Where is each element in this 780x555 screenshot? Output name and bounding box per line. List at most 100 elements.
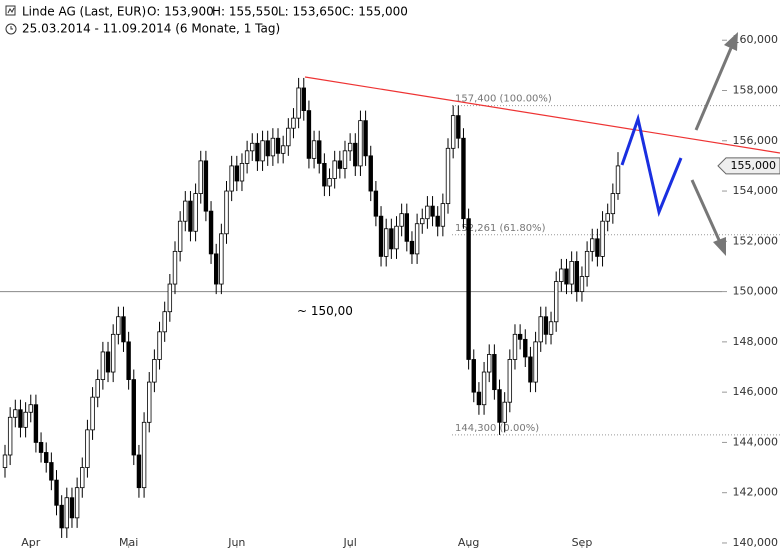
clock-icon (10, 26, 13, 30)
candle-body (373, 190, 379, 217)
chart-icon (5, 5, 16, 16)
candle-body (116, 316, 121, 335)
candle-body (136, 454, 142, 489)
candle-body (523, 338, 528, 358)
x-tick-label: Jun (227, 536, 245, 549)
candle-body (49, 462, 54, 481)
candle-body (615, 165, 621, 194)
candle-body (445, 147, 451, 205)
trend-line (304, 76, 780, 154)
y-tick-label: 146,000 (733, 385, 779, 398)
candle-body (420, 218, 425, 225)
candle-body (574, 261, 579, 292)
candle-body (286, 127, 291, 147)
candle-body (394, 225, 399, 250)
x-tick-label: Apr (21, 536, 41, 549)
candle-body (28, 404, 33, 413)
x-tick-label: Sep (572, 536, 593, 549)
candle-body (337, 160, 343, 169)
candle-body (548, 321, 554, 335)
candle-body (250, 142, 255, 152)
candle-body (595, 238, 600, 257)
candle-body (502, 401, 507, 423)
candle-body (224, 190, 229, 235)
candle-body (476, 391, 482, 406)
candle-body (435, 215, 440, 227)
candle-body (296, 87, 301, 119)
candle-body (234, 165, 240, 182)
candle-body (193, 193, 198, 232)
candle-body (368, 155, 373, 192)
candle-body (172, 250, 178, 285)
candle-body (275, 137, 281, 154)
candle-body (64, 497, 70, 529)
candle-body (244, 150, 250, 164)
candle-body (54, 479, 59, 506)
candle-body (157, 331, 162, 360)
candle-body (553, 281, 559, 323)
candle-body (80, 467, 85, 489)
candle-body (600, 220, 605, 257)
candle-body (188, 200, 193, 232)
candle-body (214, 253, 219, 285)
candle-body (183, 200, 188, 222)
candle-body (110, 333, 116, 373)
arrows (690, 32, 738, 256)
candle-body (399, 213, 404, 227)
candle-body (255, 142, 260, 162)
candle-body (430, 205, 435, 217)
quote-low: L: 153,650 (278, 5, 342, 19)
candle-body (353, 142, 358, 167)
candle-body (13, 409, 18, 418)
y-tick-label: 156,000 (733, 134, 779, 147)
candle-body (177, 220, 183, 252)
candle-body (317, 140, 322, 164)
candle-body (95, 379, 100, 398)
candle-body (512, 333, 518, 360)
fib-label: 152,261 (61.80%) (455, 223, 546, 234)
quote-open: O: 153,900 (147, 5, 214, 19)
candle-body (533, 341, 538, 383)
x-tick-label: Aug (458, 536, 479, 549)
candle-body (239, 162, 245, 182)
candle-body (564, 268, 569, 285)
candle-body (44, 452, 49, 463)
candle-body (404, 213, 409, 242)
candle-body (38, 442, 44, 453)
candle-body (327, 178, 332, 187)
candle-body (456, 115, 461, 139)
candle-body (260, 140, 265, 162)
candle-body (105, 351, 111, 373)
y-tick-label: 152,000 (733, 234, 779, 247)
candle-body (383, 228, 389, 257)
candle-body (18, 409, 23, 428)
candle-body (162, 311, 167, 333)
candle-body (198, 160, 203, 194)
chart-icon (7, 7, 15, 14)
candle-body (23, 411, 28, 428)
candle-body (147, 381, 152, 423)
candle-body (2, 454, 8, 468)
last-price-label: 155,000 (731, 159, 777, 172)
candle-body (363, 120, 368, 157)
candle-body (358, 120, 363, 167)
candle-body (461, 137, 466, 220)
candle-body (306, 110, 312, 159)
candle-body (440, 203, 446, 227)
quote-high: H: 155,550 (212, 5, 279, 19)
y-tick-label: 148,000 (733, 335, 779, 348)
candle-body (590, 238, 595, 252)
candle-body (270, 137, 276, 157)
candle-body (265, 140, 270, 157)
candle-body (409, 240, 415, 255)
candle-body (85, 429, 90, 468)
candle-body (208, 210, 214, 255)
candle-body (517, 333, 523, 340)
candle-body (203, 160, 209, 212)
candle-body (152, 359, 157, 383)
candle-body (311, 140, 317, 159)
candle-body (559, 268, 564, 282)
projection (620, 113, 683, 217)
fib-label: 144,300 (0.00%) (455, 423, 539, 434)
